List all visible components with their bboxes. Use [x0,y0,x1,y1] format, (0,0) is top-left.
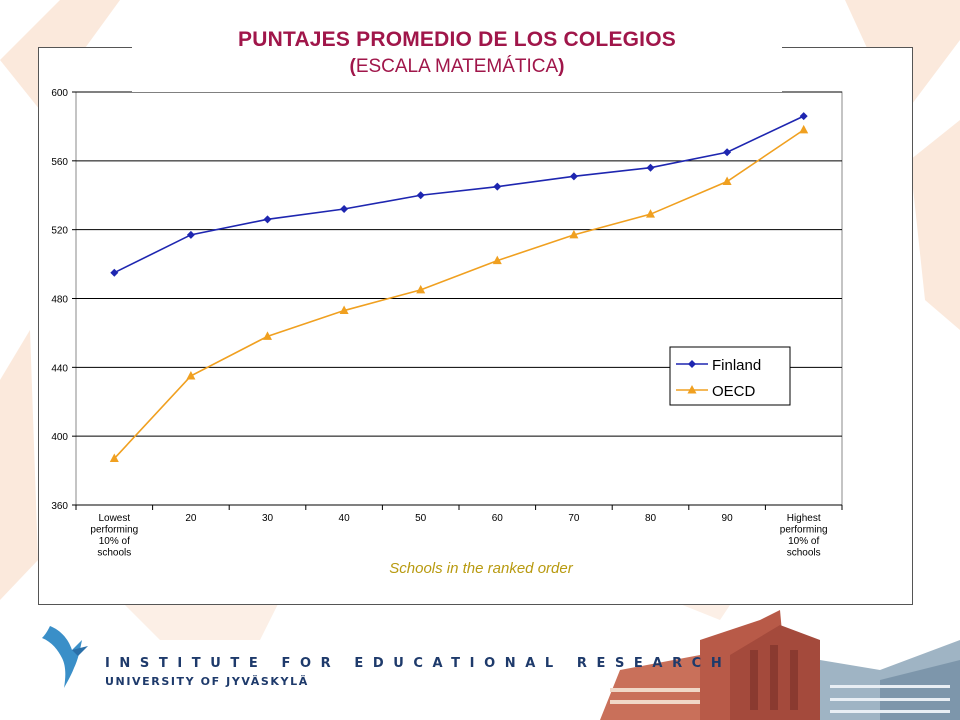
data-point-finland [110,268,119,277]
title-close-paren: ) [558,56,565,77]
x-tick-label: 20 [185,513,197,524]
legend-marker [688,360,696,368]
data-point-finland [340,205,349,214]
legend-label: OECD [712,383,756,400]
y-tick-label: 520 [51,226,68,237]
building-photo [600,610,960,720]
legend-label: Finland [712,357,761,374]
legend-marker [687,385,697,394]
y-tick-label: 480 [51,295,68,306]
y-tick-label: 560 [51,157,68,168]
y-tick-label: 400 [51,432,68,443]
x-tick-label: 80 [645,513,657,524]
data-point-oecd [646,209,655,218]
slide-title: PUNTAJES PROMEDIO DE LOS COLEGIOS (ESCAL… [132,22,782,92]
title-subtitle-text: ESCALA MATEMÁTICA [355,56,559,77]
x-tick-label: 60 [492,513,504,524]
y-tick-label: 440 [51,363,68,374]
institute-logo: INSTITUTE FOR EDUCATIONAL RESEARCH UNIVE… [38,620,722,700]
legend-box [669,346,791,406]
x-tick-label: Lowest performing 10% of schools [90,513,138,559]
series-line-oecd [113,129,805,460]
x-tick-label: 90 [722,513,734,524]
data-point-oecd [569,229,579,239]
x-tick-label: 70 [568,513,580,524]
data-point-finland [416,191,425,200]
data-point-oecd [799,124,809,134]
data-point-finland [799,112,808,121]
bird-logo-icon [42,626,88,688]
y-tick-label: 360 [51,501,68,512]
title-main: PUNTAJES PROMEDIO DE LOS COLEGIOS [238,28,676,51]
title-subtitle: (ESCALA MATEMÁTICA) [132,56,782,78]
data-point-finland [646,163,655,172]
x-axis-title: Schools in the ranked order [389,560,573,577]
series-line-finland [113,115,805,274]
x-tick-label: 50 [415,513,427,524]
data-point-oecd [263,331,272,340]
data-point-finland [263,215,272,224]
data-point-finland [723,148,732,157]
data-point-oecd [109,453,119,463]
data-point-finland [569,172,578,181]
data-point-oecd [722,176,732,185]
data-point-oecd [186,370,196,380]
university-name: UNIVERSITY OF JYVÄSKYLÄ [105,675,309,688]
data-point-finland [493,182,502,191]
data-point-oecd [416,284,426,294]
institute-name: INSTITUTE FOR EDUCATIONAL RESEARCH [105,656,732,671]
data-point-oecd [492,255,502,265]
x-tick-label: 40 [339,513,351,524]
title-open-paren: ( [349,56,356,77]
x-tick-label: 30 [262,513,274,524]
data-point-finland [186,230,195,239]
data-point-oecd [339,305,349,315]
y-tick-label: 600 [51,88,68,99]
x-tick-label: Highest performing 10% of schools [780,513,828,559]
